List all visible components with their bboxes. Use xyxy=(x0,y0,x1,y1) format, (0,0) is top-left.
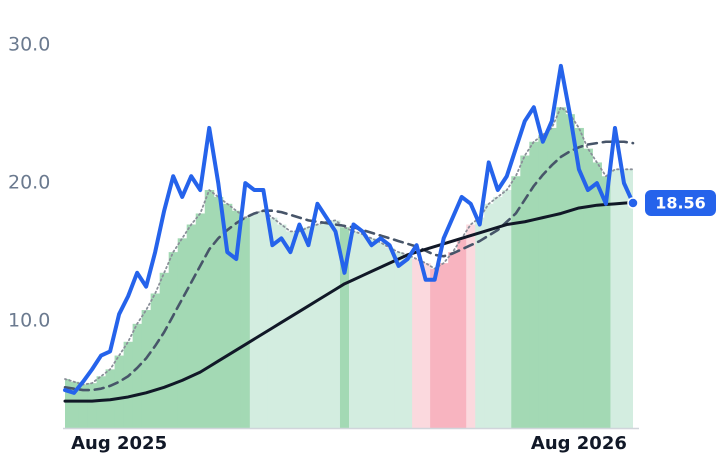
area-band xyxy=(321,221,332,428)
area-band xyxy=(213,196,224,428)
lines: 18.56 xyxy=(63,63,716,403)
area-band xyxy=(520,155,530,428)
line-solid xyxy=(63,63,635,395)
area-band xyxy=(339,227,350,428)
y-tick-label: 30.0 xyxy=(8,34,50,56)
area-band xyxy=(285,231,296,428)
area-band xyxy=(358,234,368,428)
area-band xyxy=(69,381,80,428)
area-band xyxy=(150,293,161,428)
area-band xyxy=(258,210,269,428)
area-band xyxy=(619,169,629,428)
x-tick-label: Aug 2026 xyxy=(531,433,627,454)
area-band xyxy=(484,203,494,428)
area-band xyxy=(457,238,467,428)
area-band xyxy=(87,383,98,428)
area-band xyxy=(538,134,548,428)
area-band xyxy=(168,252,179,428)
area-band xyxy=(529,141,539,428)
area-band xyxy=(78,384,89,428)
area-band xyxy=(240,217,251,428)
area-band xyxy=(132,323,143,428)
area-band xyxy=(556,107,566,428)
area-band xyxy=(303,227,314,428)
area-band xyxy=(493,196,503,428)
area-band xyxy=(403,254,413,428)
area-band xyxy=(547,127,557,428)
last-value-label: 18.56 xyxy=(655,193,706,212)
last-value-box xyxy=(645,189,716,216)
area-band xyxy=(502,190,512,428)
area-band xyxy=(349,231,359,428)
area-band xyxy=(448,252,458,428)
area-band xyxy=(394,252,404,428)
area-band xyxy=(574,127,584,428)
area-band xyxy=(592,162,602,428)
area-band xyxy=(65,379,71,428)
area-band xyxy=(475,217,485,428)
area-band xyxy=(204,190,215,428)
area-band xyxy=(466,224,476,428)
last-point xyxy=(627,197,639,209)
area-band xyxy=(114,355,125,428)
area-band xyxy=(330,220,341,428)
line-solid xyxy=(63,200,635,403)
area-band xyxy=(583,148,593,428)
area-band xyxy=(628,169,633,428)
area-band xyxy=(141,310,152,428)
area-band xyxy=(412,259,422,428)
area-band xyxy=(421,263,431,428)
area-band xyxy=(601,176,611,428)
area-band xyxy=(267,217,278,428)
axes: 10.0 20.0 30.0 Aug 2025 Aug 2026 xyxy=(8,34,639,454)
y-tick-label: 10.0 xyxy=(8,310,50,332)
y-tick-label: 20.0 xyxy=(8,172,50,194)
area-band xyxy=(610,169,620,428)
area-band xyxy=(294,231,305,428)
area-band xyxy=(430,268,440,428)
area-band xyxy=(159,272,170,428)
area-bands xyxy=(65,107,633,428)
area-band xyxy=(367,238,377,428)
area-band xyxy=(231,210,242,428)
line-dotted xyxy=(64,106,634,386)
area-band xyxy=(222,203,233,428)
area-band xyxy=(511,176,521,428)
area-band xyxy=(385,247,395,428)
area-band xyxy=(96,376,107,428)
area-band xyxy=(195,213,206,428)
area-band xyxy=(565,114,575,428)
area-band xyxy=(123,341,134,428)
area-band xyxy=(439,263,449,428)
area-band xyxy=(249,213,260,428)
area-band xyxy=(312,224,323,428)
area-band xyxy=(276,224,287,428)
area-band xyxy=(376,242,386,428)
area-band xyxy=(186,224,197,428)
x-tick-label: Aug 2025 xyxy=(71,433,167,454)
area-band xyxy=(177,238,188,428)
